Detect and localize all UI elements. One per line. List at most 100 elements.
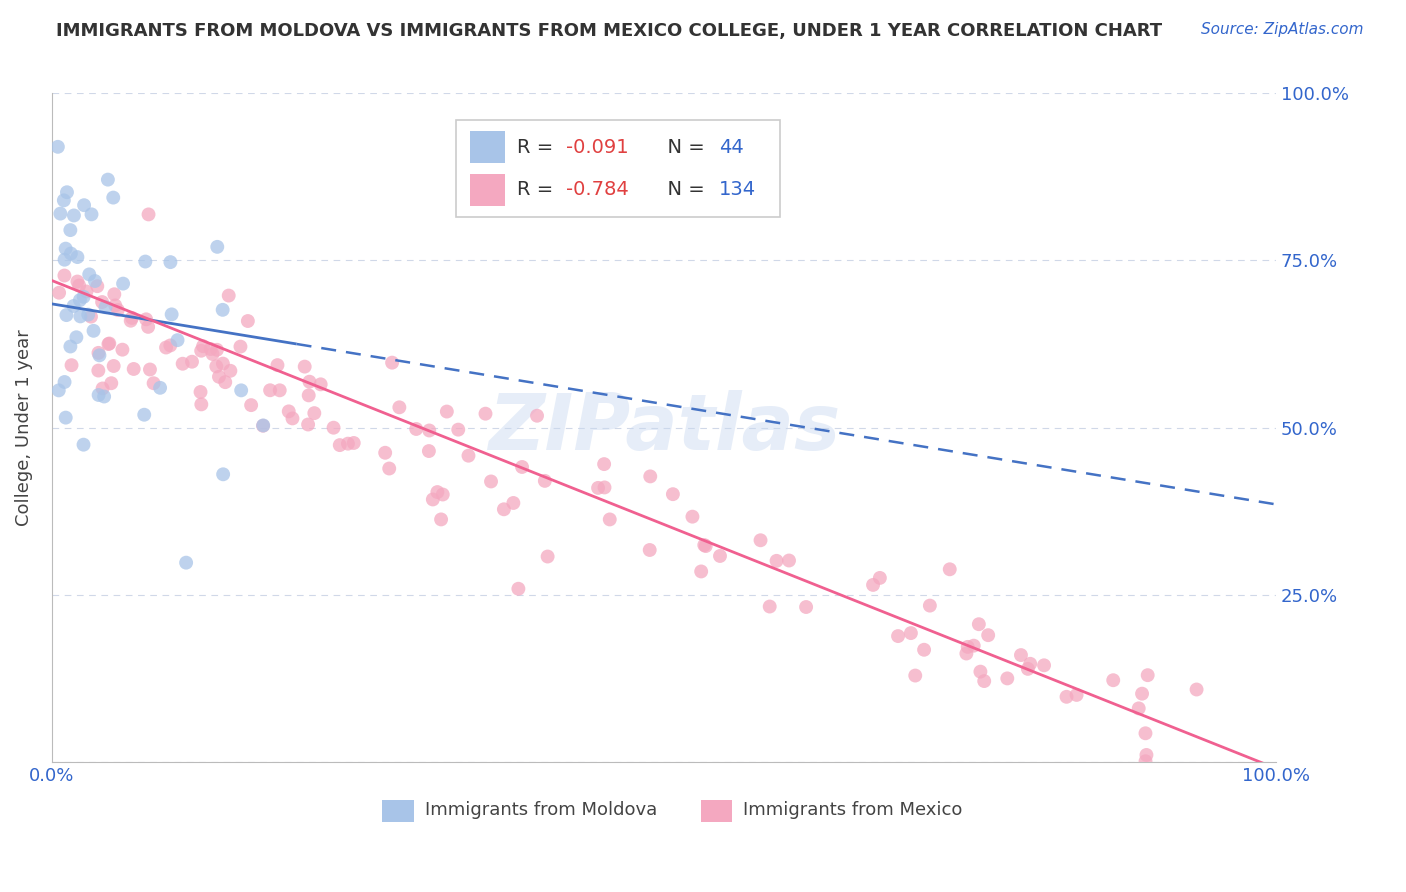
Point [378, 461, 401, 475]
Point [205, 359, 228, 374]
Point [526, 409, 548, 423]
Point [240, 398, 263, 412]
Point [205, 343, 228, 357]
Point [159, 338, 181, 352]
Point [231, 384, 253, 398]
Point [72, 438, 94, 452]
Point [1102, 673, 1125, 688]
Point [139, 362, 162, 376]
Point [93, 390, 115, 404]
Point [112, 277, 135, 291]
Point [181, 355, 204, 369]
Point [277, 404, 299, 418]
Point [343, 436, 366, 450]
Point [1033, 658, 1056, 673]
Point [159, 255, 181, 269]
Point [97, 337, 120, 351]
Point [967, 617, 990, 632]
Point [593, 457, 616, 471]
Point [662, 487, 685, 501]
Point [80, 310, 103, 324]
Point [281, 411, 304, 425]
Point [778, 553, 800, 567]
Point [134, 254, 156, 268]
Point [87, 388, 110, 402]
Text: Immigrants from Mexico: Immigrants from Mexico [744, 801, 963, 819]
Point [207, 240, 229, 254]
Text: -0.091: -0.091 [567, 137, 628, 157]
Point [55, 410, 77, 425]
Point [236, 314, 259, 328]
Point [212, 357, 235, 371]
Point [418, 444, 440, 458]
Text: 44: 44 [718, 137, 744, 157]
Point [53, 252, 76, 267]
Point [969, 665, 991, 679]
Point [122, 362, 145, 376]
FancyBboxPatch shape [700, 800, 733, 822]
Point [59, 339, 82, 353]
Text: N =: N = [655, 180, 711, 200]
Point [534, 474, 557, 488]
Point [121, 310, 143, 325]
Point [76, 285, 98, 299]
Point [86, 279, 108, 293]
Point [599, 512, 621, 526]
Point [48, 285, 70, 300]
Text: Immigrants from Moldova: Immigrants from Moldova [425, 801, 658, 819]
Point [765, 554, 787, 568]
FancyBboxPatch shape [382, 800, 415, 822]
Point [229, 340, 252, 354]
Point [955, 647, 977, 661]
Point [91, 382, 114, 396]
Point [1135, 726, 1157, 740]
Point [963, 639, 986, 653]
Point [87, 363, 110, 377]
Point [52, 194, 75, 208]
Point [749, 533, 772, 548]
Point [103, 287, 125, 301]
Point [66, 275, 89, 289]
Point [55, 242, 77, 256]
Point [309, 377, 332, 392]
Point [77, 268, 100, 282]
Point [436, 404, 458, 418]
Point [1135, 747, 1157, 762]
Text: Source: ZipAtlas.com: Source: ZipAtlas.com [1201, 22, 1364, 37]
Point [1056, 690, 1078, 704]
Point [136, 319, 159, 334]
Point [977, 628, 1000, 642]
Point [900, 626, 922, 640]
Point [218, 288, 240, 302]
Point [298, 375, 321, 389]
Point [474, 407, 496, 421]
Point [1017, 662, 1039, 676]
Point [422, 492, 444, 507]
Point [904, 668, 927, 682]
Point [457, 449, 479, 463]
Point [336, 436, 359, 450]
Point [211, 302, 233, 317]
Point [1066, 688, 1088, 702]
Point [62, 299, 84, 313]
Point [48, 384, 70, 398]
Point [973, 674, 995, 689]
Point [69, 293, 91, 307]
Point [1135, 754, 1157, 768]
FancyBboxPatch shape [471, 174, 505, 206]
Point [155, 341, 177, 355]
Point [1019, 657, 1042, 671]
Point [374, 446, 396, 460]
Point [508, 582, 530, 596]
Point [322, 420, 344, 434]
Point [190, 343, 212, 358]
Point [502, 496, 524, 510]
Point [149, 381, 172, 395]
Point [638, 469, 661, 483]
Point [166, 333, 188, 347]
Point [586, 481, 609, 495]
Point [918, 599, 941, 613]
Point [77, 308, 100, 322]
Point [758, 599, 780, 614]
Point [89, 348, 111, 362]
